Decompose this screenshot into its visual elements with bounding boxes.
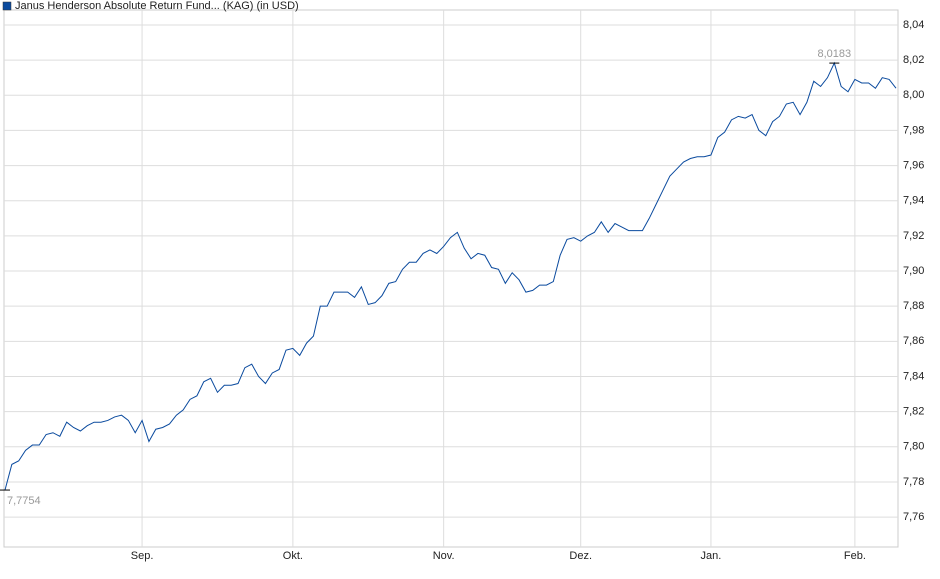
y-tick-label: 7,88 [903, 300, 924, 312]
value-label: 7,7754 [7, 495, 41, 507]
plot-frame [3, 9, 899, 548]
y-tick-label: 7,86 [903, 335, 924, 347]
legend-swatch [2, 1, 12, 11]
y-tick-label: 7,98 [903, 124, 924, 136]
x-tick-label: Nov. [433, 550, 455, 562]
y-tick-label: 8,04 [903, 19, 924, 31]
x-tick-label: Okt. [283, 550, 303, 562]
y-tick-label: 7,80 [903, 441, 924, 453]
value-label: 8,0183 [817, 48, 851, 60]
y-tick-label: 8,00 [903, 89, 924, 101]
price-line [4, 61, 897, 491]
y-tick-label: 7,84 [903, 370, 924, 382]
y-tick-label: 7,82 [903, 406, 924, 418]
x-tick-label: Jan. [701, 550, 722, 562]
y-tick-label: 7,96 [903, 159, 924, 171]
x-tick-label: Dez. [569, 550, 592, 562]
y-tick-label: 7,90 [903, 265, 924, 277]
legend-label: Janus Henderson Absolute Return Fund... … [15, 0, 299, 12]
y-tick-label: 7,92 [903, 230, 924, 242]
y-tick-label: 7,78 [903, 476, 924, 488]
x-tick-label: Sep. [131, 550, 154, 562]
y-tick-label: 7,76 [903, 511, 924, 523]
x-tick-label: Feb. [844, 550, 866, 562]
y-tick-label: 7,94 [903, 195, 924, 207]
y-tick-label: 8,02 [903, 54, 924, 66]
